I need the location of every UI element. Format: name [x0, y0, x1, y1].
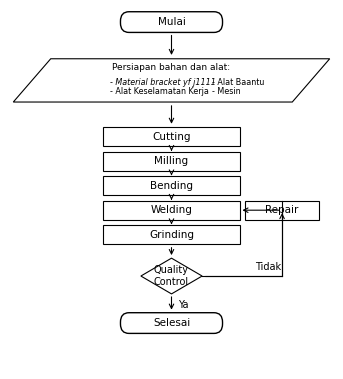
FancyBboxPatch shape — [104, 201, 239, 219]
Text: - Alat Keselamatan Kerja: - Alat Keselamatan Kerja — [110, 87, 209, 96]
FancyBboxPatch shape — [104, 225, 239, 244]
Text: Quality
Control: Quality Control — [154, 265, 189, 287]
Text: Ya: Ya — [178, 300, 189, 310]
FancyBboxPatch shape — [245, 201, 319, 219]
Text: - Material bracket yf j1111: - Material bracket yf j1111 — [110, 78, 216, 87]
Text: Grinding: Grinding — [149, 230, 194, 240]
Text: Milling: Milling — [154, 156, 189, 166]
Polygon shape — [141, 258, 202, 294]
Text: Welding: Welding — [151, 205, 192, 215]
FancyBboxPatch shape — [104, 176, 239, 195]
Text: Cutting: Cutting — [152, 132, 191, 142]
Text: - Alat Baantu: - Alat Baantu — [212, 78, 265, 87]
Text: Mulai: Mulai — [157, 17, 186, 27]
Text: Tidak: Tidak — [256, 262, 282, 272]
FancyBboxPatch shape — [120, 12, 223, 33]
FancyBboxPatch shape — [104, 127, 239, 146]
Text: - Mesin: - Mesin — [212, 87, 241, 96]
Text: Repair: Repair — [265, 205, 299, 215]
Polygon shape — [13, 59, 330, 102]
Text: Bending: Bending — [150, 181, 193, 191]
FancyBboxPatch shape — [104, 152, 239, 171]
Text: Persiapan bahan dan alat:: Persiapan bahan dan alat: — [113, 63, 230, 72]
Text: Selesai: Selesai — [153, 318, 190, 328]
FancyBboxPatch shape — [120, 313, 223, 334]
